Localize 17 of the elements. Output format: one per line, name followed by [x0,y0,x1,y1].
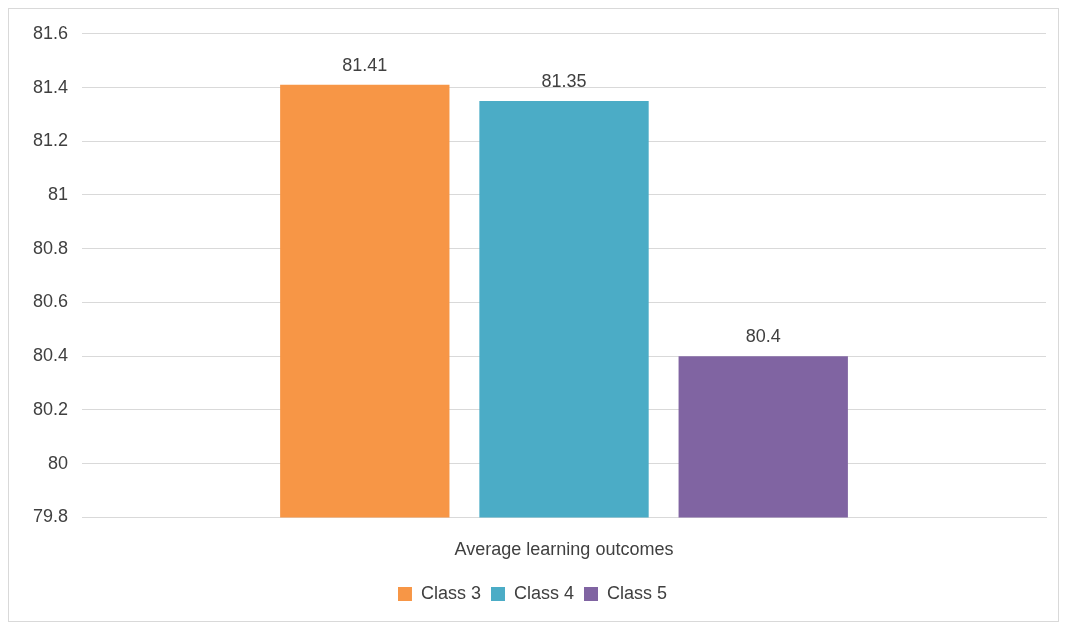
y-tick-label: 80.8 [32,237,69,258]
y-tick-label: 80 [48,452,69,473]
y-tick-label: 81 [48,183,69,204]
data-label: 80.4 [745,326,781,347]
y-tick-label: 81.4 [32,76,69,97]
x-tick-label: Average learning outcomes [454,539,674,560]
y-tick-label: 81.2 [32,130,69,151]
legend-label: Class 5 [607,582,668,603]
y-tick-label: 80.6 [32,291,69,312]
legend-label: Class 3 [420,582,481,603]
y-tick-label: 79.8 [32,506,69,527]
data-label: 81.41 [342,54,388,75]
legend-label: Class 4 [513,582,575,603]
y-tick-label: 80.2 [32,398,69,419]
y-tick-label: 80.4 [32,345,69,366]
data-label: 81.35 [541,70,587,91]
y-tick-label: 81.6 [32,22,69,43]
